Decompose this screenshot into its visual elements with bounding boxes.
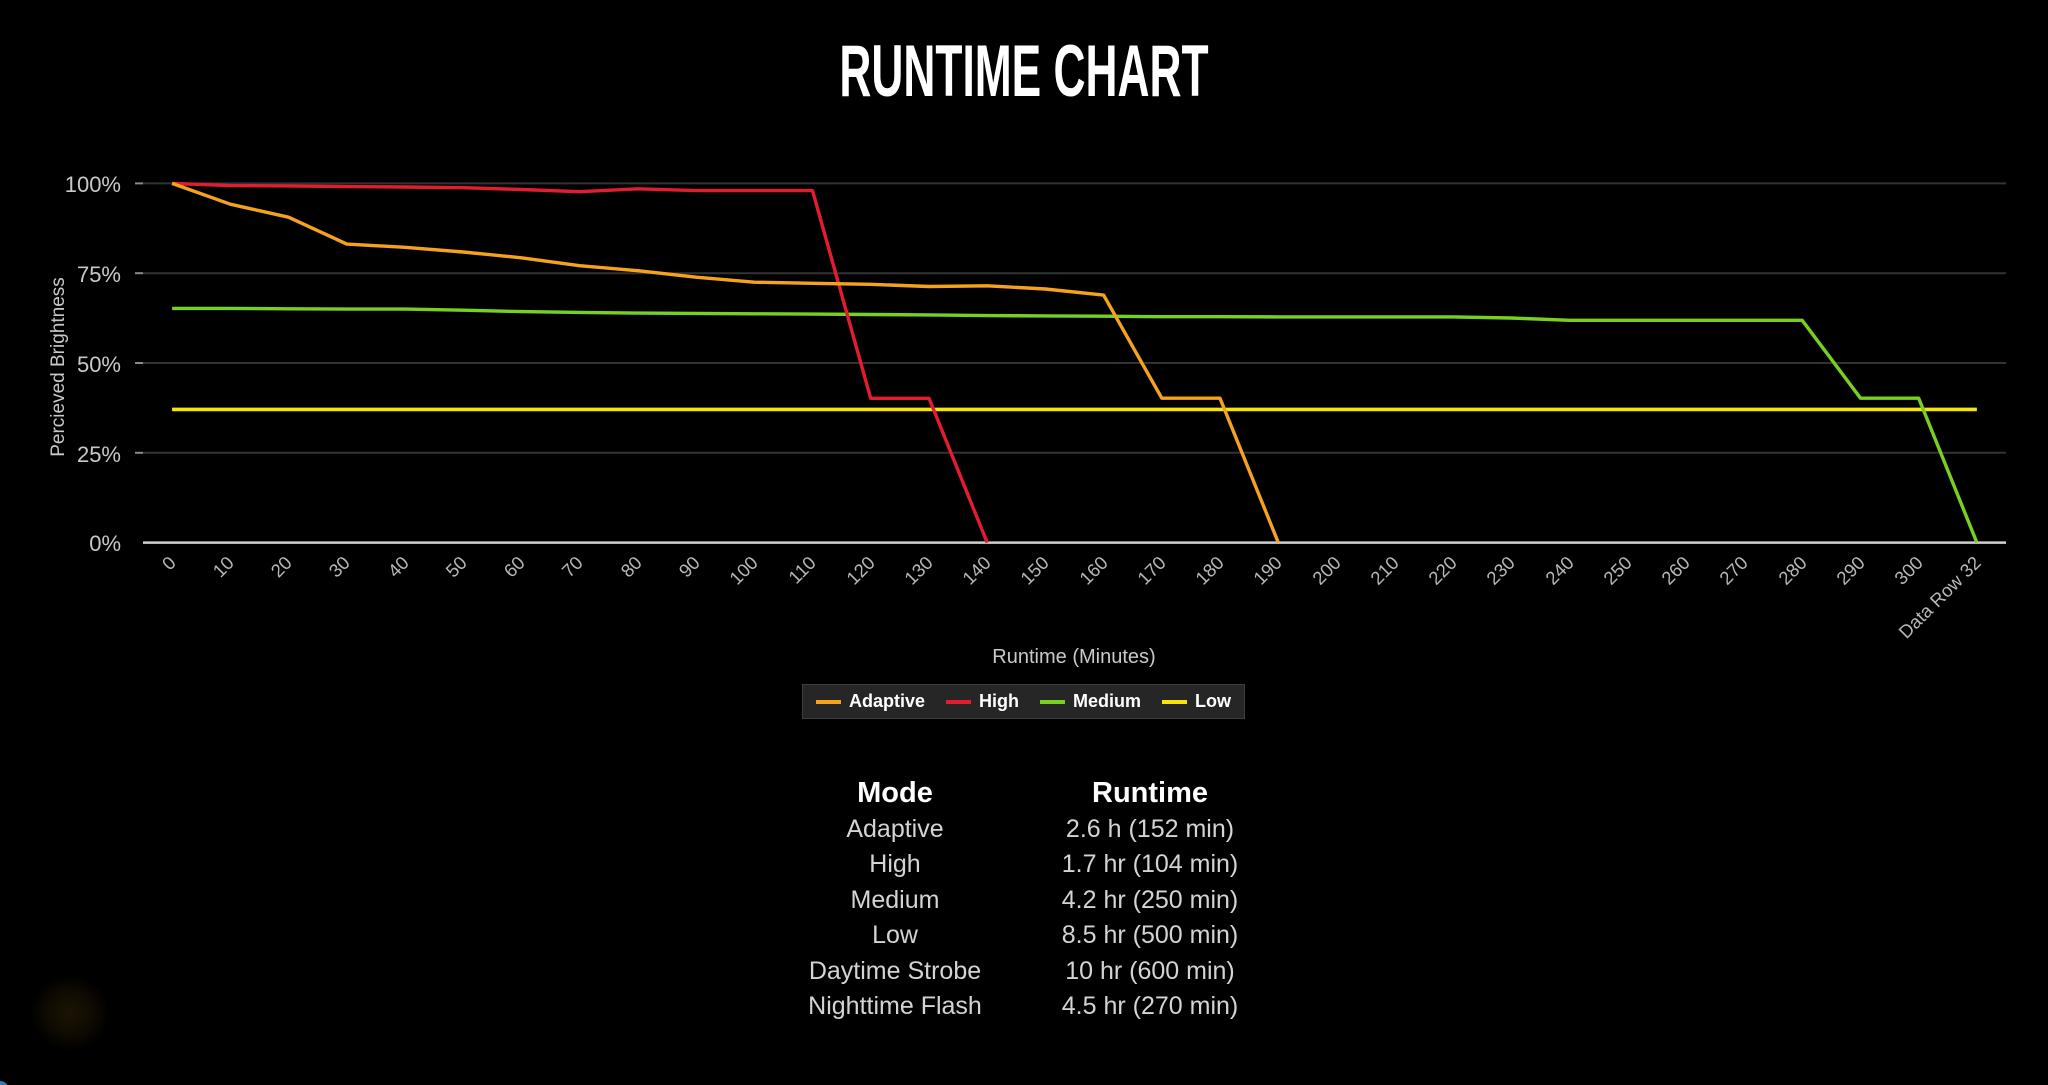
svg-text:280: 280	[1774, 552, 1811, 589]
svg-text:20: 20	[266, 552, 295, 581]
svg-text:10: 10	[208, 552, 237, 581]
svg-text:200: 200	[1308, 552, 1345, 589]
svg-text:100%: 100%	[65, 172, 121, 197]
svg-text:70: 70	[557, 552, 586, 581]
svg-text:260: 260	[1657, 552, 1694, 589]
svg-text:250: 250	[1599, 552, 1636, 589]
svg-text:240: 240	[1541, 552, 1578, 589]
svg-text:50: 50	[441, 552, 470, 581]
svg-text:40: 40	[383, 552, 412, 581]
svg-text:75%: 75%	[77, 262, 121, 287]
svg-text:120: 120	[842, 552, 879, 589]
svg-text:190: 190	[1249, 552, 1286, 589]
svg-text:80: 80	[616, 552, 645, 581]
svg-text:300: 300	[1890, 552, 1927, 589]
svg-text:220: 220	[1424, 552, 1461, 589]
svg-text:170: 170	[1133, 552, 1170, 589]
svg-text:90: 90	[674, 552, 703, 581]
svg-text:50%: 50%	[77, 352, 121, 377]
svg-text:Runtime (Minutes): Runtime (Minutes)	[992, 646, 1155, 668]
svg-text:Percieved Brightness: Percieved Brightness	[48, 277, 69, 457]
svg-text:210: 210	[1366, 552, 1403, 589]
svg-text:110: 110	[784, 552, 820, 588]
svg-text:100: 100	[725, 552, 762, 589]
svg-text:160: 160	[1075, 552, 1112, 589]
svg-text:290: 290	[1832, 552, 1869, 589]
svg-text:270: 270	[1715, 552, 1752, 589]
svg-text:150: 150	[1016, 552, 1053, 589]
svg-text:30: 30	[324, 552, 353, 581]
svg-text:0%: 0%	[89, 531, 121, 556]
svg-text:60: 60	[499, 552, 528, 581]
svg-text:25%: 25%	[77, 442, 121, 467]
svg-text:130: 130	[900, 552, 937, 589]
svg-text:180: 180	[1191, 552, 1228, 589]
svg-text:140: 140	[958, 552, 995, 589]
svg-text:0: 0	[158, 552, 180, 574]
svg-text:230: 230	[1482, 552, 1519, 589]
